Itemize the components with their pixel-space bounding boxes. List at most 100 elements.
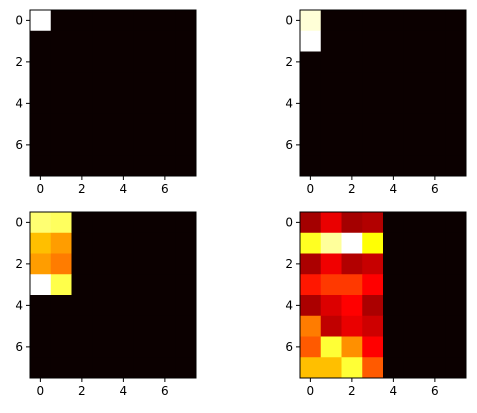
heatmap-cell-r7-c7 (445, 155, 467, 177)
heatmap-cell-r2-c2 (71, 51, 93, 73)
heatmap-cell-r0-c5 (133, 212, 155, 234)
heatmap-cell-r5-c4 (383, 315, 405, 337)
heatmap-cell-r6-c6 (424, 134, 446, 156)
heatmap-cell-r4-c7 (175, 295, 197, 317)
heatmap-cell-r3-c6 (154, 72, 176, 94)
heatmap-cell-r6-c3 (362, 336, 384, 358)
heatmap-cell-r3-c7 (175, 274, 197, 296)
heatmap-cell-r2-c3 (92, 253, 114, 275)
heatmap-cell-r7-c6 (154, 357, 176, 379)
heatmap-cell-r3-c6 (424, 274, 446, 296)
heatmap-cell-r3-c5 (403, 72, 425, 94)
heatmap-cell-r4-c5 (133, 295, 155, 317)
heatmap-cell-r7-c6 (424, 155, 446, 177)
heatmap-panel-bottom-left: 0 2 4 6 0 2 4 6 (15, 211, 197, 398)
y-tick-label: 6 (285, 138, 293, 152)
heatmap-cell-r0-c2 (71, 212, 93, 234)
heatmap-cell-r5-c4 (113, 315, 135, 337)
heatmap-cell-r3-c1 (50, 274, 72, 296)
y-tick-label: 0 (15, 13, 23, 27)
heatmap-cell-r3-c1 (50, 72, 72, 94)
heatmap-cell-r4-c0 (300, 295, 322, 317)
heatmap-cell-r4-c2 (71, 93, 93, 115)
heatmap-cell-r6-c0 (30, 336, 52, 358)
heatmap-cell-r4-c6 (154, 93, 176, 115)
heatmap-cell-r7-c2 (71, 155, 93, 177)
heatmap-cell-r7-c0 (300, 357, 322, 379)
heatmap-cell-r6-c4 (383, 134, 405, 156)
heatmap-cell-r4-c7 (445, 295, 467, 317)
heatmap-cell-r0-c6 (424, 10, 446, 32)
heatmap-cell-r1-c1 (50, 30, 72, 52)
heatmap-cell-r0-c2 (341, 10, 363, 32)
heatmap-cell-r1-c5 (133, 232, 155, 254)
heatmap-cell-r3-c7 (445, 274, 467, 296)
heatmap-cell-r0-c3 (362, 212, 384, 234)
heatmap-cell-r3-c3 (92, 72, 114, 94)
heatmap-cell-r0-c0 (300, 10, 322, 32)
heatmap-cell-r0-c2 (71, 10, 93, 32)
heatmap-cell-r3-c4 (113, 274, 135, 296)
heatmap-cell-r2-c7 (445, 51, 467, 73)
heatmap-cell-r5-c3 (92, 113, 114, 135)
heatmap-cell-r4-c0 (30, 295, 52, 317)
heatmap-cell-r3-c0 (30, 274, 52, 296)
heatmap-cell-r4-c5 (133, 93, 155, 115)
heatmap-cell-r4-c7 (445, 93, 467, 115)
x-tick-label: 0 (307, 182, 315, 196)
heatmap-cell-r6-c1 (50, 134, 72, 156)
heatmap-cell-r1-c7 (445, 30, 467, 52)
heatmap-cell-r7-c3 (362, 357, 384, 379)
heatmap-cell-r7-c4 (383, 155, 405, 177)
x-tick-label: 4 (390, 384, 398, 398)
heatmap-cell-r6-c1 (50, 336, 72, 358)
heatmap-cell-r0-c1 (50, 10, 72, 32)
heatmap-cell-r1-c7 (175, 30, 197, 52)
heatmap-cell-r6-c5 (403, 336, 425, 358)
heatmap-cell-r5-c3 (92, 315, 114, 337)
heatmap-cell-r5-c7 (175, 315, 197, 337)
heatmap-cell-r0-c4 (383, 212, 405, 234)
heatmap-cell-r4-c6 (154, 295, 176, 317)
x-tick-label: 6 (431, 182, 439, 196)
heatmap-cell-r1-c7 (175, 232, 197, 254)
heatmap-cell-r0-c7 (175, 10, 197, 32)
heatmap-cell-r4-c4 (383, 93, 405, 115)
heatmap-cell-r0-c7 (445, 212, 467, 234)
heatmap-cell-r6-c5 (403, 134, 425, 156)
heatmap-cell-r3-c0 (300, 274, 322, 296)
heatmap-cell-r6-c2 (71, 134, 93, 156)
heatmap-cell-r5-c2 (71, 315, 93, 337)
heatmap-cell-r5-c6 (424, 315, 446, 337)
heatmap-cell-r1-c4 (383, 232, 405, 254)
heatmap-cell-r7-c3 (362, 155, 384, 177)
heatmap-cell-r4-c2 (341, 295, 363, 317)
heatmap-cell-r1-c3 (362, 30, 384, 52)
heatmap-cell-r6-c2 (341, 336, 363, 358)
heatmap-cell-r3-c4 (383, 274, 405, 296)
heatmap-cell-r7-c5 (133, 155, 155, 177)
x-tick-label: 0 (307, 384, 315, 398)
heatmap-cell-r6-c1 (320, 134, 342, 156)
heatmap-cell-r5-c7 (445, 315, 467, 337)
heatmap-cell-r2-c2 (71, 253, 93, 275)
heatmap-cell-r2-c4 (383, 253, 405, 275)
heatmap-cell-r0-c1 (320, 10, 342, 32)
heatmap-cell-r6-c0 (300, 134, 322, 156)
heatmap-cell-r2-c6 (424, 253, 446, 275)
heatmap-cell-r6-c3 (362, 134, 384, 156)
heatmap-cell-r6-c7 (175, 336, 197, 358)
heatmap-cell-r2-c7 (175, 51, 197, 73)
axes-frame (29, 211, 197, 379)
heatmap-cell-r4-c3 (362, 295, 384, 317)
heatmap-cell-r4-c3 (92, 93, 114, 115)
heatmap-cell-r2-c4 (113, 51, 135, 73)
heatmap-cell-r1-c3 (362, 232, 384, 254)
heatmap-cell-r5-c6 (154, 315, 176, 337)
heatmap-cell-r5-c7 (445, 113, 467, 135)
x-tick-label: 2 (348, 384, 356, 398)
heatmap-cell-r5-c6 (154, 113, 176, 135)
x-tick-label: 6 (161, 182, 169, 196)
heatmap-cell-r1-c6 (154, 30, 176, 52)
heatmap-panel-bottom-right: 0 2 4 6 0 2 4 6 (285, 211, 467, 398)
